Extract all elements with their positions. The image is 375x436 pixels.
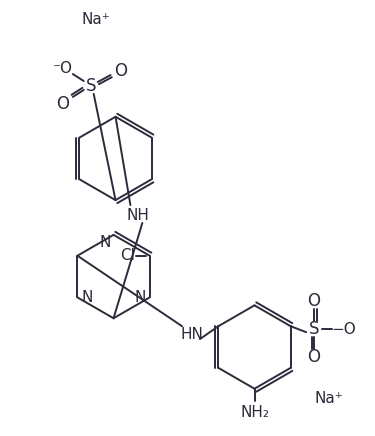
Text: NH₂: NH₂ [240,405,269,420]
Text: O: O [308,348,321,366]
Text: N: N [100,235,111,250]
Text: HN: HN [180,327,203,342]
Text: S: S [309,320,319,338]
Text: S: S [86,77,96,95]
Text: NH: NH [127,208,150,222]
Text: N: N [82,290,93,305]
Text: O: O [56,95,69,113]
Text: O: O [114,62,127,80]
Text: Cl: Cl [120,248,135,263]
Text: O: O [308,293,321,310]
Text: Na⁺: Na⁺ [81,12,110,27]
Text: Na⁺: Na⁺ [315,391,344,406]
Text: N: N [134,290,146,305]
Text: −O: −O [332,322,356,337]
Text: ⁻O: ⁻O [53,61,73,75]
